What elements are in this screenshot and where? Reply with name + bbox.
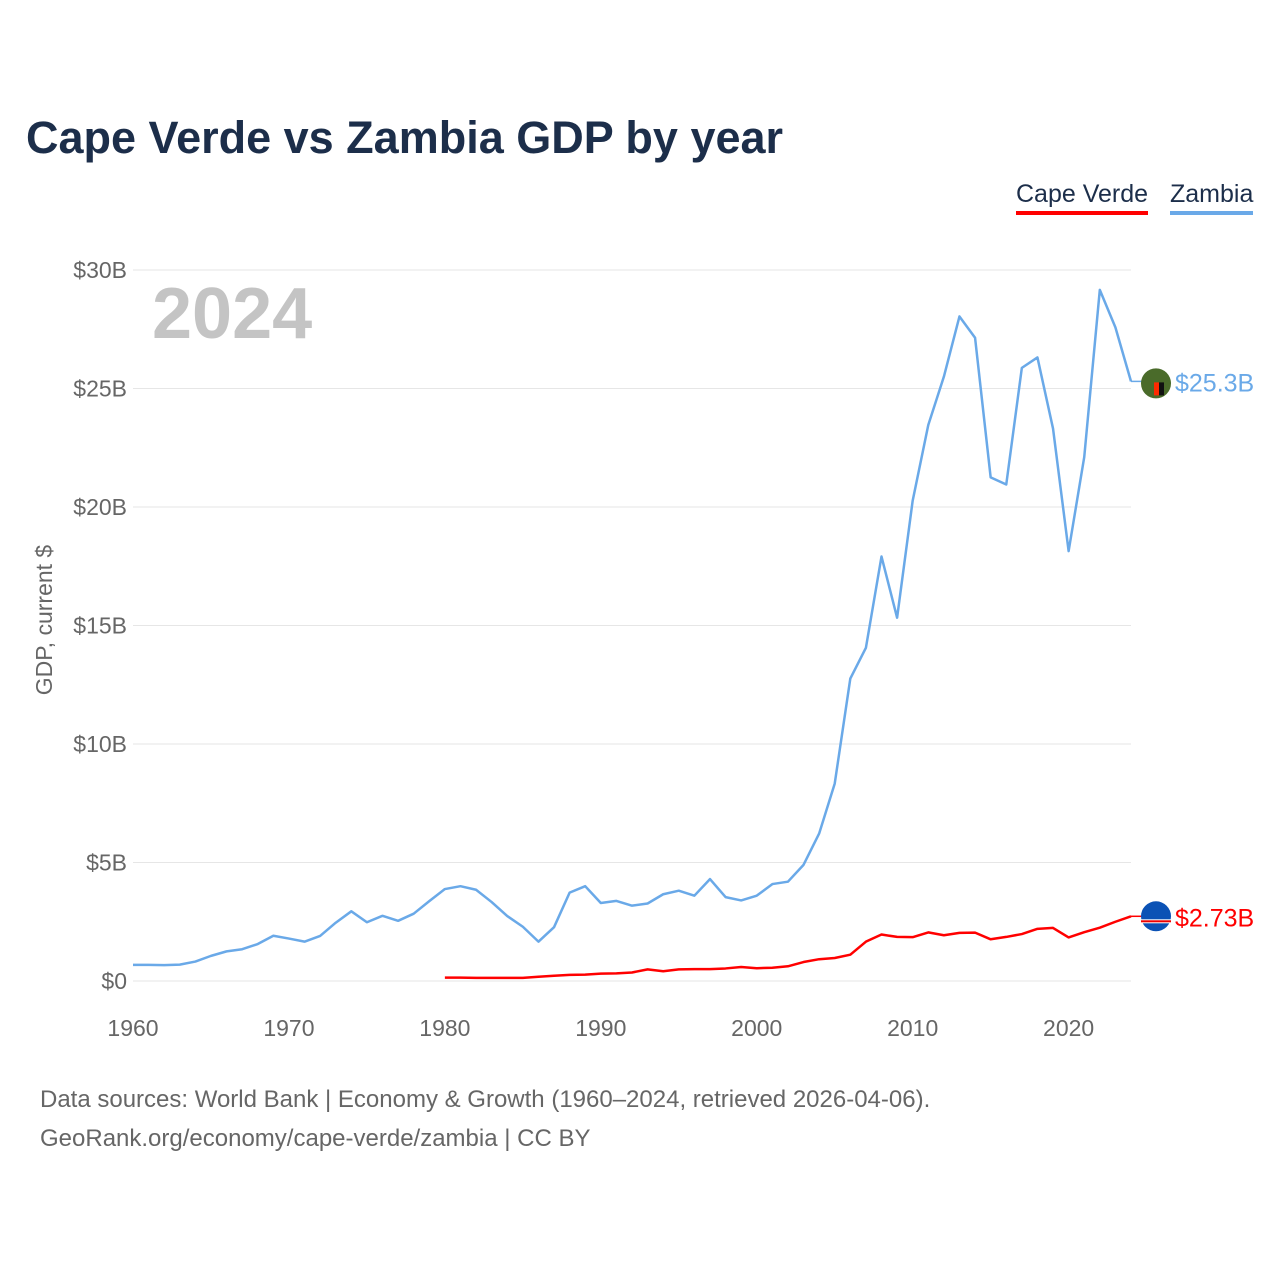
legend-cape-verde[interactable]: Cape Verde (1016, 180, 1149, 215)
end-value-label: $25.3B (1175, 369, 1254, 397)
x-tick-label: 2000 (731, 1015, 782, 1041)
year-watermark: 2024 (152, 274, 312, 354)
x-tick-label: 1990 (575, 1015, 626, 1041)
y-tick-label: $0 (101, 968, 127, 994)
x-tick-label: 1960 (107, 1015, 158, 1041)
legend-zambia[interactable]: Zambia (1170, 180, 1254, 215)
zambia-flag-stripe (1159, 382, 1164, 396)
x-tick-label: 2010 (887, 1015, 938, 1041)
y-tick-label: $10B (73, 731, 127, 757)
y-tick-label: $15B (73, 613, 127, 639)
y-axis-label: GDP, current $ (31, 545, 57, 696)
y-tick-label: $30B (73, 257, 127, 283)
x-tick-label: 2020 (1043, 1015, 1094, 1041)
series-line-zambia (133, 288, 1133, 967)
end-value-label: $2.73B (1175, 904, 1254, 932)
source-link[interactable]: GeoRank.org/economy/cape-verde/zambia | … (40, 1125, 591, 1152)
series-line-cape-verde (444, 915, 1132, 980)
y-tick-label: $20B (73, 494, 127, 520)
zambia-flag-stripe (1154, 382, 1159, 396)
y-tick-label: $25B (73, 376, 127, 402)
x-tick-label: 1980 (419, 1015, 470, 1041)
cape-verde-flag-stripe (1141, 920, 1171, 923)
cape-verde-flag-icon (1141, 901, 1171, 932)
y-tick-label: $5B (86, 850, 127, 876)
chart-title: Cape Verde vs Zambia GDP by year (26, 112, 784, 163)
source-note: Data sources: World Bank | Economy & Gro… (40, 1086, 931, 1113)
x-tick-label: 1970 (263, 1015, 314, 1041)
